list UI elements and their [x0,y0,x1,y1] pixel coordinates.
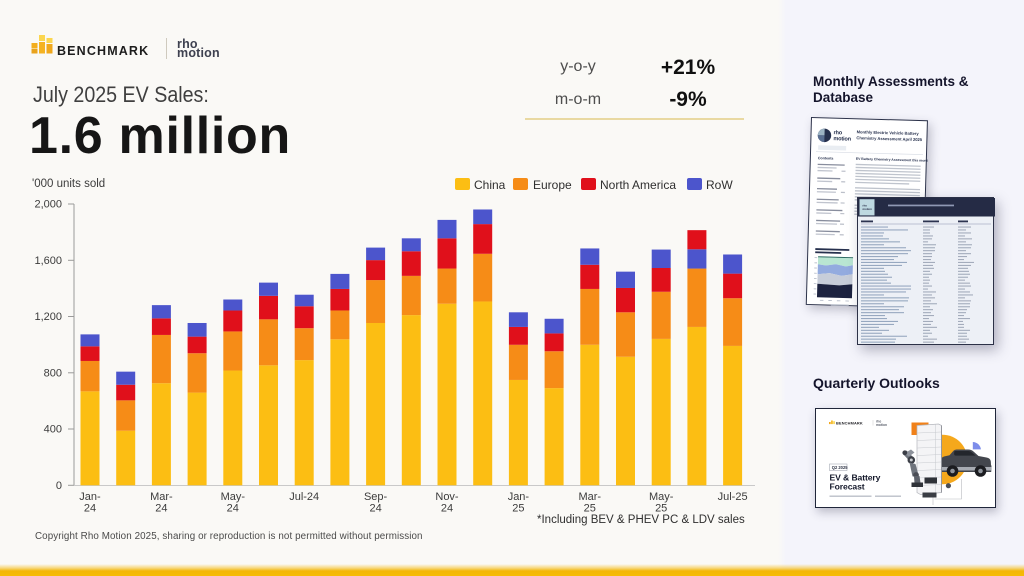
svg-text:Jan-: Jan- [508,491,530,503]
svg-text:0: 0 [56,480,62,492]
svg-text:rho: rho [833,130,842,136]
svg-text:400: 400 [44,424,62,436]
svg-text:24: 24 [227,503,239,515]
svg-text:24: 24 [369,503,381,515]
svg-text:motion: motion [833,136,851,143]
svg-text:EV Battery Chemistry Assessmen: EV Battery Chemistry Assessment this mon… [856,157,929,163]
svg-text:Mar-: Mar- [150,491,173,503]
svg-text:Q2 2025: Q2 2025 [832,465,848,470]
svg-text:Forecast: Forecast [830,481,865,491]
svg-text:Chemistry Assessment April 202: Chemistry Assessment April 2025 [856,135,923,142]
svg-text:Jul-24: Jul-24 [289,491,319,503]
svg-text:Monthly Electric Vehicle Batte: Monthly Electric Vehicle Battery [857,129,920,136]
svg-text:Jul-25: Jul-25 [718,491,748,503]
svg-text:800: 800 [44,367,62,379]
svg-text:25: 25 [512,503,524,515]
svg-text:motion: motion [876,423,887,427]
svg-text:May-: May- [221,491,246,503]
svg-text:2,000: 2,000 [34,199,62,211]
svg-text:Mar-: Mar- [578,491,601,503]
svg-text:25: 25 [655,503,667,515]
svg-text:Sep-: Sep- [364,491,388,503]
svg-text:24: 24 [441,503,453,515]
svg-text:Jan-: Jan- [79,491,101,503]
svg-text:Nov-: Nov- [435,491,459,503]
svg-text:1,200: 1,200 [34,311,62,323]
svg-text:25: 25 [584,503,596,515]
svg-text:May-: May- [649,491,674,503]
svg-text:24: 24 [155,503,167,515]
svg-text:motion: motion [863,207,873,211]
svg-text:rho: rho [863,204,868,208]
svg-text:EV & Battery: EV & Battery [830,472,881,482]
svg-text:BENCHMARK: BENCHMARK [836,420,863,425]
svg-text:24: 24 [84,503,96,515]
svg-text:Contents: Contents [818,156,834,160]
svg-text:1,600: 1,600 [34,255,62,267]
svg-text:rho: rho [876,420,881,424]
